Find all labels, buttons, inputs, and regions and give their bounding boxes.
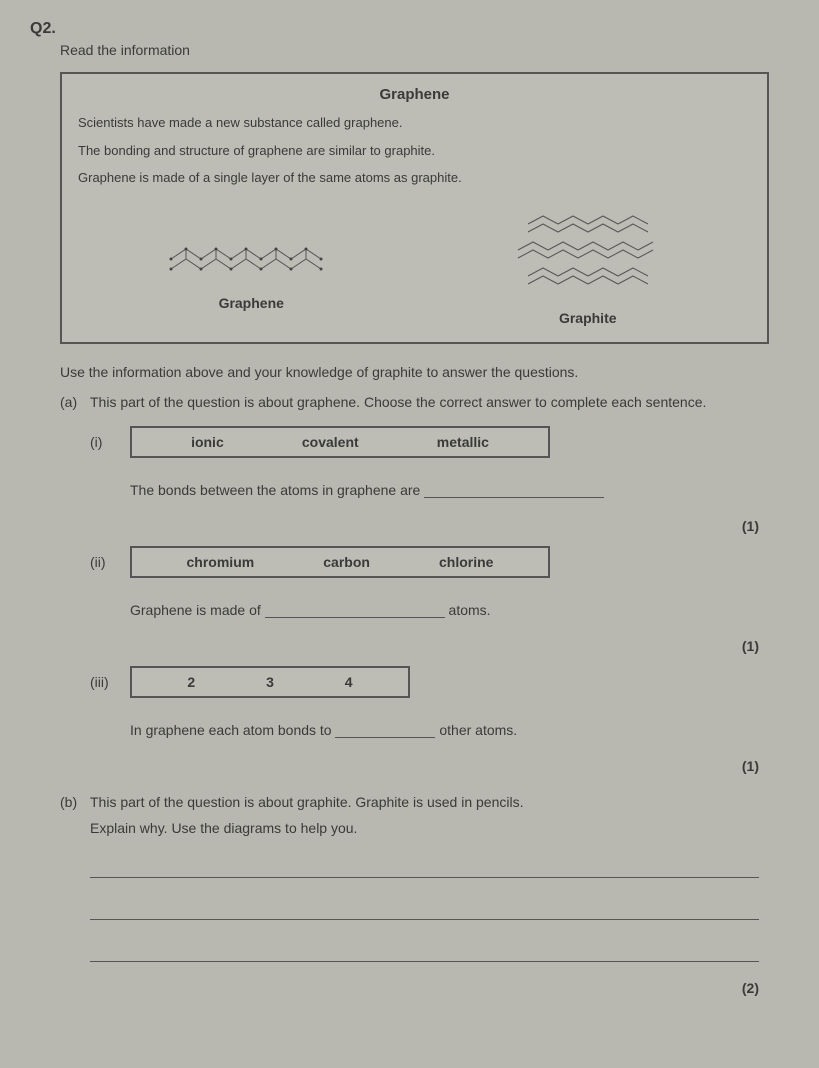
info-title: Graphene	[78, 86, 751, 103]
sentence-ii-post: atoms.	[445, 602, 491, 618]
subpart-i: (i) ionic covalent metallic	[90, 426, 769, 472]
option-ionic[interactable]: ionic	[191, 434, 224, 450]
option-metallic[interactable]: metallic	[437, 434, 489, 450]
blank-ii[interactable]	[265, 604, 445, 618]
sentence-i-pre: The bonds between the atoms in graphene …	[130, 482, 424, 498]
subpart-iii: (iii) 2 3 4	[90, 666, 769, 712]
option-2[interactable]: 2	[187, 674, 195, 690]
options-box-iii: 2 3 4	[130, 666, 410, 698]
part-a-label: (a)	[60, 394, 90, 786]
sub-i-label: (i)	[90, 426, 130, 450]
option-carbon[interactable]: carbon	[323, 554, 370, 570]
part-b-label: (b)	[60, 794, 90, 1008]
question-number: Q2.	[30, 20, 789, 38]
sentence-iii: In graphene each atom bonds to other ato…	[130, 722, 769, 738]
part-a-intro: This part of the question is about graph…	[90, 394, 769, 410]
blank-i[interactable]	[424, 484, 604, 498]
graphene-diagram: Graphene	[151, 219, 351, 311]
sentence-ii: Graphene is made of atoms.	[130, 602, 769, 618]
graphene-label: Graphene	[151, 295, 351, 311]
lead-in-text: Use the information above and your knowl…	[60, 364, 769, 380]
option-chromium[interactable]: chromium	[187, 554, 255, 570]
graphite-layers-icon	[498, 204, 678, 304]
option-3[interactable]: 3	[266, 674, 274, 690]
options-box-i: ionic covalent metallic	[130, 426, 550, 458]
marks-b: (2)	[90, 980, 759, 996]
diagram-row: Graphene	[78, 204, 751, 326]
part-b-text2: Explain why. Use the diagrams to help yo…	[90, 820, 769, 836]
sentence-i: The bonds between the atoms in graphene …	[130, 482, 769, 498]
graphene-layer-icon	[151, 219, 351, 289]
part-a: (a) This part of the question is about g…	[60, 394, 769, 786]
answer-line-3[interactable]	[90, 942, 759, 962]
read-instruction: Read the information	[60, 42, 789, 58]
marks-iii: (1)	[90, 758, 759, 774]
marks-ii: (1)	[90, 638, 759, 654]
info-box: Graphene Scientists have made a new subs…	[60, 72, 769, 344]
blank-iii[interactable]	[335, 724, 435, 738]
part-b: (b) This part of the question is about g…	[60, 794, 769, 1008]
info-line-3: Graphene is made of a single layer of th…	[78, 168, 751, 188]
options-box-ii: chromium carbon chlorine	[130, 546, 550, 578]
answer-line-2[interactable]	[90, 900, 759, 920]
sentence-iii-post: other atoms.	[435, 722, 517, 738]
graphite-label: Graphite	[498, 310, 678, 326]
info-line-1: Scientists have made a new substance cal…	[78, 113, 751, 133]
option-chlorine[interactable]: chlorine	[439, 554, 493, 570]
sentence-ii-pre: Graphene is made of	[130, 602, 265, 618]
graphite-diagram: Graphite	[498, 204, 678, 326]
sub-ii-label: (ii)	[90, 546, 130, 570]
sub-iii-label: (iii)	[90, 666, 130, 690]
option-covalent[interactable]: covalent	[302, 434, 359, 450]
info-line-2: The bonding and structure of graphene ar…	[78, 141, 751, 161]
option-4[interactable]: 4	[345, 674, 353, 690]
answer-line-1[interactable]	[90, 858, 759, 878]
marks-i: (1)	[90, 518, 759, 534]
part-b-text1: This part of the question is about graph…	[90, 794, 769, 810]
subpart-ii: (ii) chromium carbon chlorine	[90, 546, 769, 592]
sentence-iii-pre: In graphene each atom bonds to	[130, 722, 335, 738]
